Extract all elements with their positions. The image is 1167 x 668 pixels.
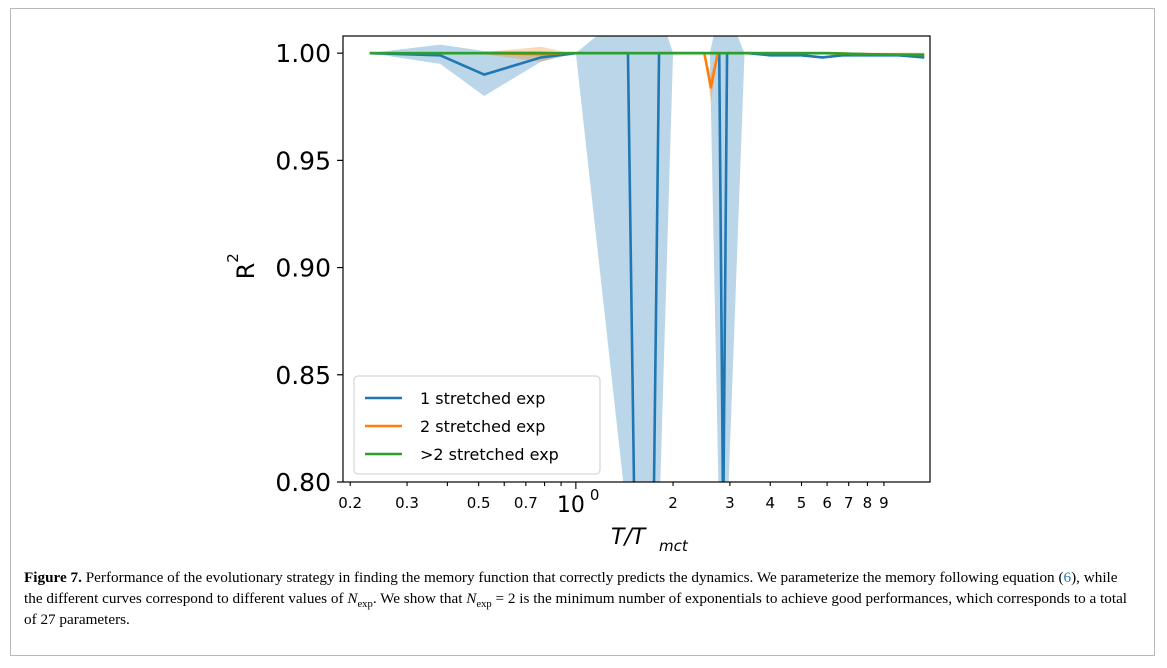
legend-label-1: 1 stretched exp bbox=[420, 389, 545, 408]
x-tick-label: 4 bbox=[765, 494, 775, 512]
equation-link[interactable]: 6 bbox=[1063, 569, 1072, 586]
y-axis-label-superscript: 2 bbox=[224, 253, 242, 263]
x-tick-label: 5 bbox=[797, 494, 807, 512]
x-axis-label: T/T bbox=[611, 525, 647, 550]
plot-area bbox=[369, 36, 925, 482]
y-tick-label: 0.85 bbox=[275, 361, 331, 390]
x-tick-label: 8 bbox=[863, 494, 873, 512]
legend: 1 stretched exp 2 stretched exp >2 stretch… bbox=[353, 375, 601, 475]
x-axis-label-subscript: mct bbox=[659, 537, 689, 555]
plot-frame bbox=[342, 35, 931, 483]
x-tick-label-exponent: 0 bbox=[590, 486, 600, 504]
x-tick-label: 3 bbox=[725, 494, 735, 512]
y-tick-label: 1.00 bbox=[275, 39, 331, 68]
caption-text-4: = 2 is the minimum number of exponential… bbox=[24, 590, 1128, 628]
legend-label-2: 2 stretched exp bbox=[420, 417, 545, 436]
y-axis-label: R bbox=[232, 263, 260, 280]
caption-text-2: ), while the different curves correspond… bbox=[24, 569, 1118, 607]
n-exp-symbol: N bbox=[347, 590, 358, 607]
x-tick-label: 6 bbox=[822, 494, 832, 512]
legend-label-3: >2 stretched exp bbox=[420, 445, 559, 464]
x-tick-label: 2 bbox=[668, 494, 678, 512]
series-line-3 bbox=[369, 51, 925, 57]
y-tick-label: 0.95 bbox=[275, 146, 331, 175]
caption-text-3: . We show that bbox=[372, 590, 467, 607]
figure-label: Figure 7. bbox=[24, 569, 82, 586]
figure-frame bbox=[10, 8, 1155, 656]
legend-box bbox=[353, 375, 601, 475]
series-band-1 bbox=[369, 36, 925, 482]
x-tick-label: 7 bbox=[844, 494, 854, 512]
figure-caption: Figure 7. Performance of the evolutionar… bbox=[24, 567, 1139, 630]
x-tick-label: 0.2 bbox=[338, 494, 362, 512]
y-tick-label: 0.80 bbox=[275, 468, 331, 497]
x-tick-label: 9 bbox=[879, 494, 889, 512]
r2-line-chart: 0.80 0.85 0.90 0.95 1.00 0.2 0.3 0.5 0.7 10 0 2 3 4 5 6… bbox=[224, 35, 931, 555]
x-tick-label: 0.5 bbox=[467, 494, 491, 512]
x-tick-label: 0.7 bbox=[514, 494, 538, 512]
n-exp-subscript: exp bbox=[357, 599, 373, 611]
n-exp-symbol-2: N bbox=[466, 590, 477, 607]
x-tick-label: 0.3 bbox=[395, 494, 419, 512]
y-tick-label: 0.90 bbox=[275, 254, 331, 283]
n-exp-subscript-2: exp bbox=[476, 599, 492, 611]
x-tick-label: 10 bbox=[557, 493, 585, 518]
caption-text-1: Performance of the evolutionary strategy… bbox=[81, 569, 1064, 586]
